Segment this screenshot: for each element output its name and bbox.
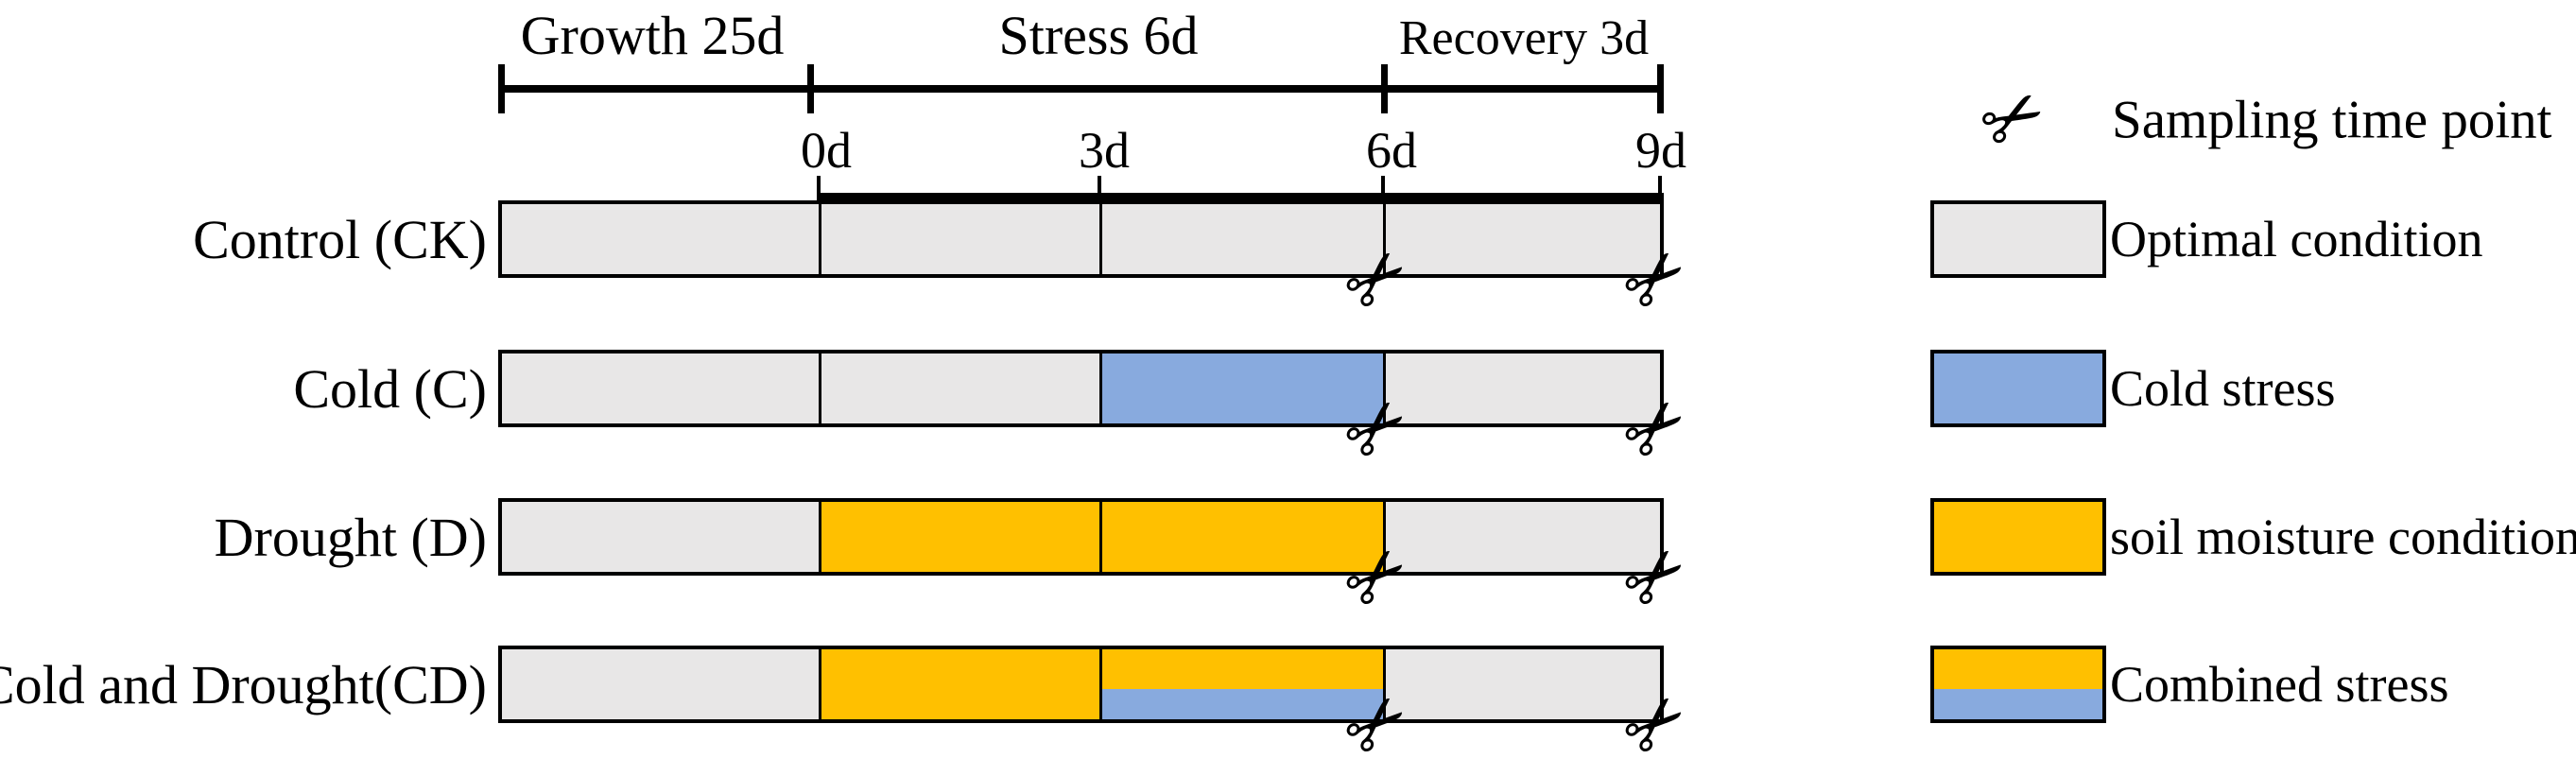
bar-segment-recovery (1383, 649, 1660, 719)
phase-label-stress: Stress 6d (998, 5, 1199, 66)
legend-swatch-cold-fill (1934, 354, 2102, 423)
row-label-control-text: Control (CK) (193, 208, 487, 270)
bar-segment-recovery (1383, 502, 1660, 572)
phase-timeline-tick-recovery-start (1381, 64, 1388, 113)
bar-segment-growth (502, 354, 819, 423)
legend-swatch-drought (1930, 498, 2106, 576)
condition-bar-cold (498, 350, 1664, 427)
legend-label-combined: Combined stress (2110, 656, 2449, 713)
day-tick-label-6d: 6d (1366, 122, 1417, 179)
condition-bar-cold-drought (498, 646, 1664, 723)
day-ruler-tick-6d (1381, 176, 1385, 195)
combined-drought-part (1102, 649, 1383, 690)
legend-swatch-combined-drought-part (1934, 649, 2102, 690)
bar-segment-3-6d (1099, 204, 1383, 274)
row-label-cold: Cold (C) (0, 350, 487, 427)
day-tick-label-0d: 0d (801, 122, 852, 179)
legend-label-cold: Cold stress (2110, 360, 2336, 417)
bar-segment-0-3d (819, 354, 1099, 423)
bar-segment-0-3d (819, 649, 1099, 719)
bar-segment-growth (502, 502, 819, 572)
legend-swatch-combined-cold-part (1934, 689, 2102, 719)
phase-label-recovery: Recovery 3d (1398, 11, 1650, 65)
bar-segment-growth (502, 649, 819, 719)
combined-cold-part (1102, 689, 1383, 719)
phase-timeline-tick-stress-start (807, 64, 814, 113)
legend-label-optimal: Optimal condition (2110, 211, 2483, 267)
legend-scissors-icon: ✂ (1965, 66, 2062, 172)
day-ruler-tick-0d (817, 176, 821, 195)
row-label-drought: Drought (D) (0, 498, 487, 576)
phase-timeline-tick-start (498, 64, 505, 113)
bar-segment-growth (502, 204, 819, 274)
bar-segment-3-6d (1099, 502, 1383, 572)
bar-segment-recovery (1383, 204, 1660, 274)
row-label-cold-drought-text: Cold and Drought(CD) (0, 653, 487, 716)
bar-segment-recovery (1383, 354, 1660, 423)
row-label-cold-drought: Cold and Drought(CD) (0, 646, 487, 723)
bar-segment-3-6d (1099, 649, 1383, 719)
legend-label-drought: soil moisture condition (2110, 509, 2576, 565)
day-tick-label-9d: 9d (1635, 122, 1686, 179)
row-label-drought-text: Drought (D) (214, 506, 487, 568)
legend-swatch-optimal-fill (1934, 204, 2102, 274)
legend-label-sampling: Sampling time point (2112, 90, 2552, 150)
day-ruler-tick-3d (1098, 176, 1101, 195)
legend-swatch-optimal (1930, 200, 2106, 278)
bar-segment-0-3d (819, 204, 1099, 274)
phase-label-growth: Growth 25d (520, 5, 785, 66)
legend-swatch-combined (1930, 646, 2106, 723)
day-ruler-tick-9d (1658, 176, 1662, 195)
row-label-cold-text: Cold (C) (293, 357, 487, 420)
phase-timeline-line (498, 85, 1664, 93)
day-ruler-line (817, 193, 1664, 201)
condition-bar-drought (498, 498, 1664, 576)
day-tick-label-3d: 3d (1079, 122, 1130, 179)
legend-swatch-drought-fill (1934, 502, 2102, 572)
phase-timeline-tick-end (1657, 64, 1664, 113)
legend-swatch-cold (1930, 350, 2106, 427)
bar-segment-3-6d (1099, 354, 1383, 423)
condition-bar-control (498, 200, 1664, 278)
bar-segment-0-3d (819, 502, 1099, 572)
row-label-control: Control (CK) (0, 200, 487, 278)
